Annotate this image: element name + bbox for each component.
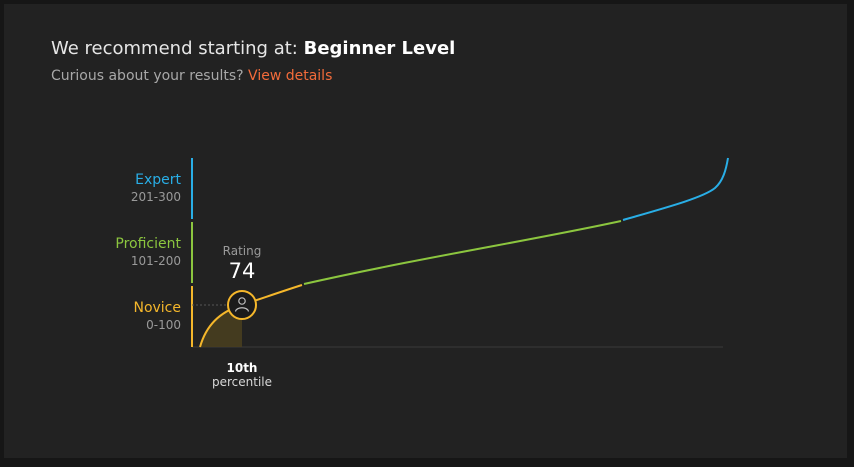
results-panel: We recommend starting at: Beginner Level… [4,4,847,458]
recommendation-prefix: We recommend starting at: [51,38,298,59]
tier-name-novice: Novice [133,300,181,316]
rating-value: 74 [229,259,256,283]
tier-range-proficient: 101-200 [131,254,181,268]
tier-range-expert: 201-300 [131,190,181,204]
recommendation-heading: We recommend starting at: Beginner Level [51,38,455,59]
curve-segment-expert [622,157,729,221]
rating-label: Rating [223,244,262,258]
user-marker [227,290,257,320]
tier-name-expert: Expert [135,172,181,188]
curve-segment-proficient [303,220,622,285]
percentile-label: percentile [212,375,272,389]
results-question: Curious about your results? [51,68,244,84]
tier-name-proficient: Proficient [115,236,181,252]
percentile-value: 10th [227,361,258,375]
user-icon [234,297,250,312]
results-subheading: Curious about your results? View details [51,68,332,84]
skill-distribution-chart: Expert 201-300 Proficient 101-200 Novice… [115,157,729,389]
view-details-link[interactable]: View details [248,68,333,84]
user-marker-ring [227,290,257,320]
tier-range-novice: 0-100 [146,318,181,332]
recommended-level: Beginner Level [303,38,456,59]
